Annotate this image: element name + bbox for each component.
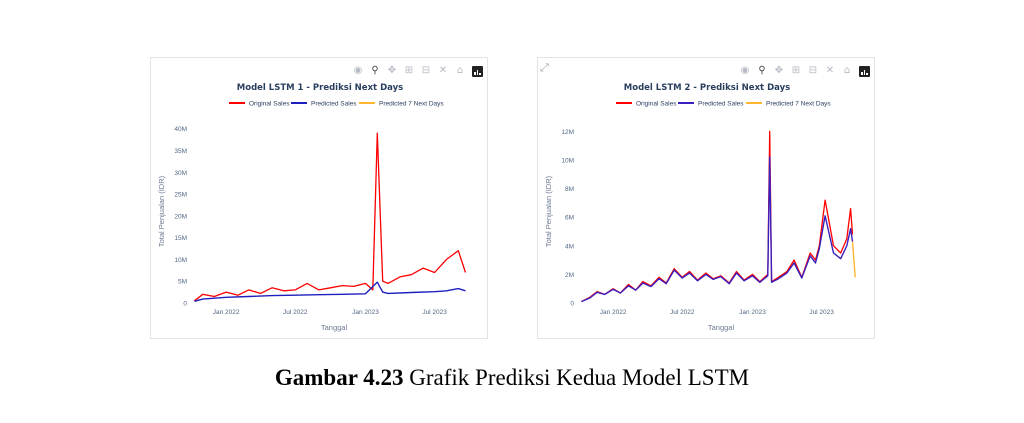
series-line [581,156,854,303]
legend-item[interactable]: Original Sales [229,101,290,108]
series-line [194,281,466,302]
legend-label: Predicted 7 Next Days [379,101,444,108]
y-tick-label: 6M [565,215,574,222]
y-tick-label: 20M [174,213,187,220]
series-line [194,132,467,302]
y-axis-title: Total Penjualan (IDR) [157,175,166,247]
y-tick-label: 25M [174,192,187,199]
camera-icon[interactable]: ◉ [740,65,750,76]
y-tick-label: 10M [174,257,187,264]
x-tick-label: Jul 2023 [809,309,834,316]
legend-item[interactable]: Predicted 7 Next Days [746,101,831,108]
pan-icon[interactable]: ✥ [774,65,784,76]
x-tick-label: Jul 2023 [422,309,447,316]
y-tick-label: 40M [174,126,187,133]
legend-label: Predicted 7 Next Days [766,101,831,108]
x-tick-label: Jul 2022 [670,309,695,316]
series-line [851,241,856,278]
x-axis-title: Tanggal [708,323,735,332]
legend-label: Predicted Sales [698,101,744,108]
y-tick-label: 30M [174,170,187,177]
x-axis-title: Tanggal [321,323,348,332]
y-tick-label: 0 [570,301,574,308]
series-line [581,130,854,303]
autoscale-icon[interactable]: ✕ [438,65,448,76]
pan-icon[interactable]: ✥ [387,65,397,76]
legend-item[interactable]: Predicted Sales [291,101,357,108]
zoom-icon[interactable]: ⚲ [371,65,379,76]
legend-label: Original Sales [636,101,677,108]
x-tick-label: Jan 2022 [600,309,627,316]
expand-icon[interactable]: ⤢ [540,61,549,74]
chart-lstm2: Model LSTM 2 - Prediksi Next Days Origina… [544,83,856,332]
modebar: ◉ ⚲ ✥ ⊞ ⊟ ✕ ⌂ [351,64,483,78]
chart-title: Model LSTM 2 - Prediksi Next Days [624,83,790,93]
zoom-icon[interactable]: ⚲ [758,65,766,76]
legend-label: Original Sales [249,101,290,108]
caption-label: Gambar 4.23 [274,365,404,390]
x-tick-label: Jan 2023 [352,309,379,316]
zoom-in-icon[interactable]: ⊞ [791,65,801,76]
y-axis-title: Total Penjualan (IDR) [544,175,553,247]
y-tick-label: 2M [565,272,574,279]
y-tick-label: 5M [178,279,187,286]
x-tick-label: Jul 2022 [283,309,308,316]
y-tick-label: 0 [183,301,187,308]
reset-axes-icon[interactable]: ⌂ [843,65,851,76]
zoom-out-icon[interactable]: ⊟ [808,65,818,76]
zoom-in-icon[interactable]: ⊞ [404,65,414,76]
zoom-out-icon[interactable]: ⊟ [421,65,431,76]
x-tick-label: Jan 2023 [739,309,766,316]
legend-item[interactable]: Predicted Sales [678,101,744,108]
autoscale-icon[interactable]: ✕ [825,65,835,76]
chart-title: Model LSTM 1 - Prediksi Next Days [237,83,403,93]
y-tick-label: 12M [561,129,574,136]
y-tick-label: 35M [174,148,187,155]
chart-lstm1: Model LSTM 1 - Prediksi Next Days Origina… [157,83,467,332]
legend-item[interactable]: Original Sales [616,101,677,108]
legend-item[interactable]: Predicted 7 Next Days [359,101,444,108]
reset-axes-icon[interactable]: ⌂ [456,65,464,76]
y-tick-label: 8M [565,186,574,193]
y-tick-label: 15M [174,235,187,242]
modebar: ◉ ⚲ ✥ ⊞ ⊟ ✕ ⌂ [738,64,870,78]
camera-icon[interactable]: ◉ [353,65,363,76]
y-tick-label: 10M [561,158,574,165]
figure-caption: Gambar 4.23 Grafik Prediksi Kedua Model … [0,365,1024,391]
legend-label: Predicted Sales [311,101,357,108]
x-tick-label: Jan 2022 [213,309,240,316]
chart-panel-lstm2: ⤢ Model LSTM 2 - Prediksi Next Days Origi… [537,57,875,339]
plotly-logo[interactable] [472,65,483,77]
caption-text: Grafik Prediksi Kedua Model LSTM [403,365,750,390]
chart-panel-lstm1: Model LSTM 1 - Prediksi Next Days Origina… [150,57,488,339]
plotly-logo[interactable] [859,65,870,77]
y-tick-label: 4M [565,243,574,250]
